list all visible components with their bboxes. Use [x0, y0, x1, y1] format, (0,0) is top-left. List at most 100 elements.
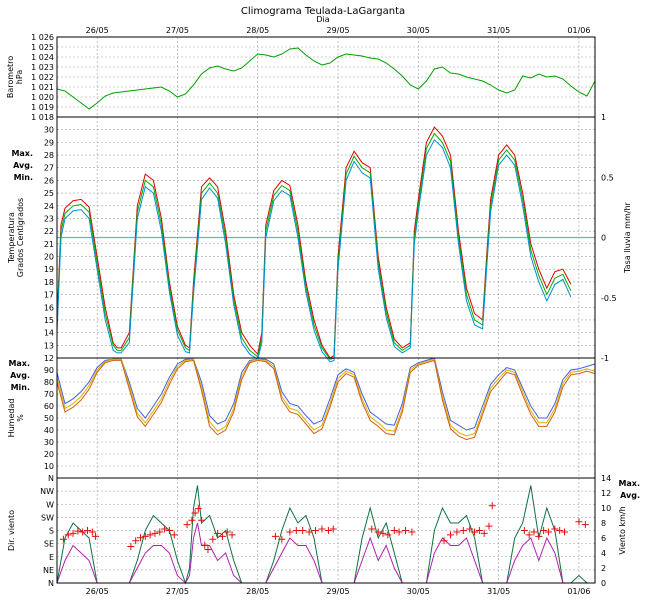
y2-tick-label: 4	[601, 549, 606, 558]
wind-direction-point	[466, 525, 474, 533]
grid-layer	[57, 37, 595, 583]
y-tick-label: 1 023	[31, 63, 54, 72]
legend-entry: Avg.	[10, 371, 30, 380]
y2-tick-label: 0	[601, 234, 606, 243]
y-tick-label: 29	[44, 138, 54, 147]
wind-direction-point	[92, 532, 100, 540]
x-tick-label-bottom: 01/06	[567, 587, 590, 596]
wind-direction-point	[459, 527, 467, 534]
y-tick-label: 14	[44, 329, 54, 338]
y-axis-label-barometer: BarometrohPa	[6, 56, 24, 98]
y-axis-label-line: Dir. viento	[7, 510, 16, 551]
y2-axis-label-wind: Viento km/h	[618, 506, 627, 554]
y-tick-label: 90	[44, 366, 54, 375]
y-axis-label-humidity: Humedad%	[7, 399, 25, 438]
wind-direction-point	[59, 535, 67, 543]
y2-tick-label: 8	[601, 519, 606, 528]
y-tick-label: 1 024	[31, 53, 54, 62]
wind-direction-point	[194, 505, 202, 513]
wind-direction-point	[379, 529, 387, 537]
y-tick-label: NW	[40, 487, 54, 496]
x-tick-label-bottom: 29/05	[327, 587, 350, 596]
y-tick-label: S	[49, 527, 54, 536]
wind-direction-point	[151, 529, 159, 537]
y-axis-label-line: Temperatura	[7, 212, 16, 264]
y-tick-label: 1 025	[31, 43, 54, 52]
x-tick-label-bottom: 31/05	[487, 587, 510, 596]
legend-entry: Min.	[11, 383, 30, 392]
wind-direction-point	[324, 527, 332, 534]
wind-direction-point	[156, 528, 164, 536]
x-tick-label-top: 30/05	[407, 26, 430, 35]
y2-tick-label: 10	[601, 504, 611, 513]
wind-direction-point	[146, 531, 154, 539]
wind-direction-point	[223, 528, 231, 536]
y-tick-label: 24	[44, 202, 54, 211]
wind-direction-point	[88, 528, 96, 536]
x-tick-label-top: 01/06	[567, 26, 590, 35]
wind-direction-point	[141, 532, 149, 540]
y-tick-label: 10	[44, 462, 54, 471]
wind-direction-point	[395, 528, 403, 536]
y-tick-label: 1 020	[31, 93, 54, 102]
y-tick-label: 50	[44, 414, 54, 423]
wind-direction-point	[475, 527, 483, 534]
y-tick-label: 26	[44, 176, 54, 185]
x-tick-label-bottom: 28/05	[246, 587, 269, 596]
wind-direction-point	[329, 525, 337, 533]
y-tick-label: 18	[44, 278, 54, 287]
y-axis-label-line: %	[16, 414, 25, 422]
y-tick-label: 23	[44, 214, 54, 223]
wind-direction-point	[204, 545, 212, 553]
y-tick-label: SW	[41, 513, 54, 522]
wind-direction-point	[79, 528, 87, 536]
y-tick-label: W	[46, 500, 54, 509]
y-axis-label-line: Grados Centigrados	[16, 198, 25, 277]
legend-entry: Max.	[618, 479, 640, 488]
wind-direction-point	[191, 509, 199, 517]
wind-direction-point	[544, 528, 552, 536]
series-line-barometer-0	[56, 47, 596, 110]
wind-direction-point	[471, 528, 479, 536]
y-tick-label: NE	[43, 566, 54, 575]
wind-direction-point	[218, 532, 226, 540]
wind-direction-point	[446, 531, 454, 539]
legend-entry: Max.	[8, 359, 30, 368]
y2-tick-label: 6	[601, 534, 606, 543]
y-tick-label: 60	[44, 402, 54, 411]
wind-direction-point	[84, 527, 92, 534]
y-tick-label: 30	[44, 438, 54, 447]
wind-direction-point	[551, 525, 559, 533]
y2-tick-label: 1	[601, 113, 606, 122]
y-axis-label-line: Humedad	[7, 399, 16, 438]
wind-direction-point	[127, 543, 135, 551]
wind-direction-point	[384, 531, 392, 539]
y-tick-label: 70	[44, 390, 54, 399]
wind-direction-point	[440, 537, 448, 545]
wind-direction-point	[209, 535, 217, 543]
wind-direction-point	[278, 535, 286, 543]
y-tick-label: 28	[44, 151, 54, 160]
y2-axis-label-temperature: Tasa lluvia mm/hr	[623, 201, 632, 273]
wind-direction-point	[368, 525, 376, 533]
x-tick-label-bottom: 30/05	[407, 587, 430, 596]
y-tick-label: 13	[44, 341, 54, 350]
panel-frame-wind	[56, 477, 596, 584]
chart-title: Climograma Teulada-LaGarganta	[241, 6, 405, 17]
y2-tick-label: -1	[601, 354, 609, 363]
x-tick-label-top: 29/05	[327, 26, 350, 35]
y2-tick-label: 2	[601, 564, 606, 573]
y2-tick-label: -0.5	[601, 294, 617, 303]
x-tick-label-top: 31/05	[487, 26, 510, 35]
series-line-humidity-0	[56, 357, 596, 431]
x-axis-title: Dia	[316, 15, 329, 24]
wind-direction-point	[488, 502, 496, 510]
x-tick-label-top: 27/05	[166, 26, 189, 35]
wind-direction-point	[170, 531, 178, 539]
label-layer: 26/05 26/05 27/05 27/05 28/05 28/05 29/05 29/05…	[6, 26, 640, 596]
y-axis-label-line: hPa	[15, 70, 24, 85]
wind-direction-point	[556, 527, 564, 534]
wind-direction-point	[188, 516, 196, 524]
y-tick-label: 20	[44, 450, 54, 459]
